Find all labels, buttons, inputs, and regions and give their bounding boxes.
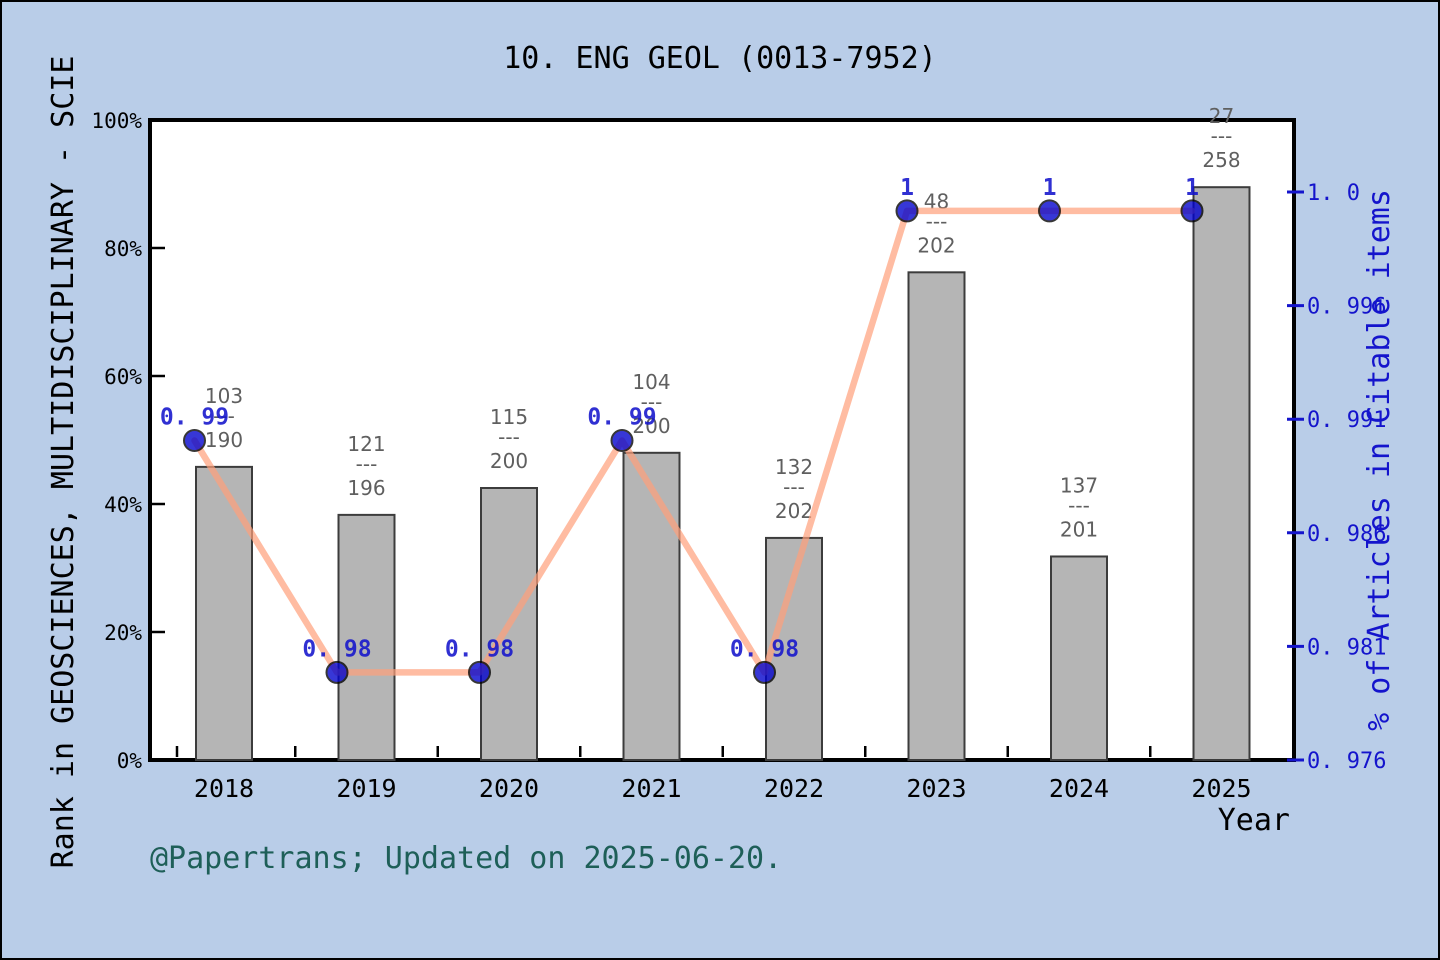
- bar-fraction-separator: ---: [213, 404, 235, 428]
- line-point: [753, 660, 776, 684]
- bar-fraction-separator: ---: [1068, 493, 1090, 517]
- y-right-tick-label: 0. 976: [1307, 749, 1386, 774]
- bar-fraction-denominator: 190: [205, 428, 243, 452]
- y-left-tick-label: 80%: [104, 237, 142, 261]
- y-right-tick-label: 1. 0: [1307, 181, 1360, 206]
- bar-fraction-separator: ---: [641, 390, 663, 414]
- bar-fraction-denominator: 201: [1060, 517, 1098, 541]
- bar-fraction-denominator: 258: [1202, 148, 1240, 172]
- line-point-label: 0. 99: [587, 405, 656, 431]
- bar: [1192, 186, 1251, 761]
- x-tick-label: 2022: [764, 774, 824, 803]
- bar-fraction-separator: ---: [498, 425, 520, 449]
- bar-fraction-numerator: 103: [205, 384, 243, 408]
- bar-fraction-denominator: 202: [917, 233, 955, 257]
- bar-fraction-separator: ---: [1211, 124, 1233, 148]
- x-tick-label: 2020: [479, 774, 539, 803]
- x-tick-label: 2025: [1191, 774, 1251, 803]
- y-left-tick-label: 0%: [117, 749, 143, 773]
- bar-fraction-numerator: 132: [775, 455, 813, 479]
- line-point: [610, 429, 634, 452]
- x-axis-title: Year: [1217, 803, 1290, 838]
- right-axis-title: % of Articles in Citable items: [1362, 189, 1397, 731]
- bar-fraction-numerator: 115: [490, 405, 528, 429]
- line-point-label: 1: [900, 175, 914, 201]
- line-point-label: 0. 98: [730, 636, 799, 662]
- x-tick-label: 2018: [194, 774, 254, 803]
- x-tick-label: 2019: [336, 774, 396, 803]
- y-right-tick-label: 0. 986: [1307, 522, 1386, 547]
- bar-fraction-separator: ---: [783, 475, 805, 499]
- bar-fraction-denominator: 200: [490, 449, 528, 473]
- y-right-tick-label: 0. 991: [1307, 408, 1386, 433]
- line-point: [325, 660, 349, 684]
- bar-fraction-denominator: 196: [347, 476, 385, 500]
- bar: [337, 513, 396, 761]
- y-left-tick-label: 40%: [104, 493, 142, 517]
- bar-fraction-numerator: 104: [632, 370, 670, 394]
- y-right-tick-label: 0. 981: [1307, 635, 1386, 660]
- bar-fraction-numerator: 27: [1209, 104, 1234, 128]
- y-right-tick-label: 0. 996: [1307, 295, 1386, 320]
- attribution-text: @Papertrans; Updated on 2025-06-20.: [150, 841, 783, 876]
- bar-fraction-separator: ---: [356, 452, 378, 476]
- bar: [1050, 555, 1108, 761]
- line-point-label: 0. 99: [160, 405, 229, 431]
- bar: [622, 451, 681, 761]
- x-tick-label: 2023: [906, 774, 966, 803]
- bar-fraction-separator: ---: [926, 209, 948, 233]
- x-tick-label: 2021: [621, 774, 681, 803]
- x-tick-label: 2024: [1049, 774, 1109, 803]
- line-point-label: 0. 98: [445, 636, 514, 662]
- plot-frame: [148, 118, 1296, 762]
- line-point-label: 0. 98: [302, 636, 371, 662]
- line-point: [895, 199, 919, 223]
- line-point-label: 1: [1185, 175, 1199, 201]
- line-point: [183, 429, 206, 452]
- line-point: [1038, 199, 1061, 223]
- bar-fraction-numerator: 121: [347, 432, 385, 456]
- bar-fraction-denominator: 200: [632, 414, 670, 438]
- line-point-label: 1: [1043, 175, 1057, 201]
- trend-line: [191, 207, 1196, 676]
- bar-fraction-numerator: 137: [1060, 473, 1098, 497]
- bar-fraction-denominator: 202: [775, 499, 813, 523]
- line-point: [1180, 199, 1204, 223]
- y-left-tick-label: 20%: [104, 621, 142, 645]
- bar: [195, 465, 253, 761]
- y-left-tick-label: 60%: [104, 365, 142, 389]
- page-title: 10. ENG GEOL (0013-7952): [503, 41, 937, 76]
- y-left-tick-label: 100%: [91, 109, 142, 133]
- left-axis-title: Rank in GEOSCIENCES, MULTIDISCIPLINARY -…: [46, 55, 81, 869]
- line-point: [468, 660, 491, 684]
- bar: [907, 271, 966, 761]
